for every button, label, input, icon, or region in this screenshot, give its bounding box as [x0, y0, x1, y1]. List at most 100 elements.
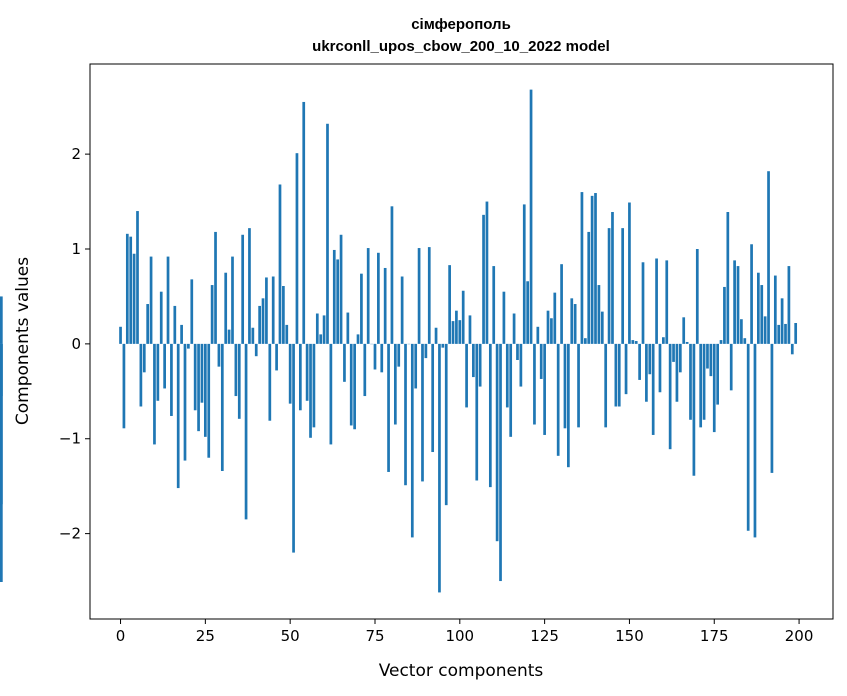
- y-axis-label: Components values: [13, 257, 33, 425]
- bar-100: [458, 320, 462, 344]
- bar-84: [404, 343, 407, 486]
- bar-134: [573, 304, 577, 344]
- bar-110: [492, 266, 496, 344]
- bar-165: [678, 343, 682, 373]
- bar-16: [173, 305, 177, 344]
- x-axis-ticks: 0 25 50 75 100 125 150 175 200: [116, 619, 813, 645]
- bar-3: [129, 236, 133, 344]
- bar-128: [553, 292, 557, 344]
- bar-161: [665, 260, 669, 344]
- bar-171: [699, 343, 703, 428]
- bar-142: [600, 311, 604, 344]
- bar-21: [190, 279, 194, 344]
- bar-34: [234, 343, 238, 397]
- bar-160: [662, 337, 665, 344]
- bar-105: [475, 343, 479, 481]
- bar-113: [502, 291, 506, 344]
- bar-70: [356, 334, 360, 344]
- bar-188: [757, 272, 760, 344]
- bar-162: [668, 343, 672, 450]
- bar-164: [675, 343, 679, 402]
- bar-1: [122, 343, 126, 429]
- bar-179: [726, 212, 730, 344]
- bar-130: [560, 264, 563, 344]
- bar-55: [305, 343, 309, 401]
- bar-150: [628, 202, 631, 344]
- x-tick-label-125: 125: [530, 627, 559, 645]
- bar-193: [773, 275, 777, 344]
- bar-112: [499, 343, 502, 582]
- bar-27: [210, 285, 214, 344]
- bar-0: [119, 326, 122, 344]
- bar-155: [645, 343, 648, 402]
- bar-126: [546, 310, 550, 344]
- plot-frame: [89, 63, 834, 620]
- bar-39: [251, 327, 255, 344]
- bar-38: [248, 228, 251, 344]
- bar-30: [220, 343, 224, 471]
- bar-107: [482, 214, 485, 344]
- bar-149: [624, 343, 628, 395]
- bar-35: [237, 343, 241, 419]
- bar-156: [648, 343, 652, 375]
- x-tick-label-50: 50: [281, 627, 300, 645]
- bar-133: [570, 298, 574, 344]
- bar-181: [733, 260, 736, 344]
- bar-64: [336, 259, 340, 344]
- bar-125: [543, 343, 546, 435]
- bar-189: [760, 285, 764, 344]
- bar-58: [315, 313, 319, 344]
- bar-28: [214, 231, 217, 344]
- x-tick-label-0: 0: [116, 627, 126, 645]
- bar-132: [567, 343, 570, 468]
- bar-22: [193, 343, 197, 411]
- bar-79: [387, 343, 390, 472]
- bar-63: [332, 249, 336, 344]
- bar-53: [298, 343, 302, 411]
- bar-54: [302, 101, 306, 344]
- bar-92: [431, 343, 435, 453]
- bar-148: [621, 228, 625, 344]
- bar-91: [427, 247, 431, 344]
- bar-10: [153, 343, 156, 445]
- bar-187: [753, 343, 757, 538]
- bar-141: [597, 285, 601, 344]
- bar-5: [136, 211, 139, 344]
- y-tick-label-2: 2: [71, 145, 81, 163]
- bar-166: [682, 317, 686, 344]
- bar-145: [611, 212, 614, 344]
- bar-17: [176, 343, 180, 489]
- bar-180: [729, 343, 733, 391]
- bar-199: [794, 323, 798, 344]
- bar-177: [719, 340, 723, 344]
- bar-86: [410, 343, 414, 538]
- bar-124: [539, 343, 543, 379]
- y-tick-label--2: −2: [59, 525, 81, 543]
- bar-190: [763, 316, 767, 344]
- bar-62: [329, 343, 333, 445]
- bar-18: [180, 324, 183, 344]
- bar-40: [254, 343, 258, 357]
- bar-169: [692, 343, 696, 476]
- bar-20: [187, 343, 190, 349]
- bar-176: [716, 343, 719, 405]
- bar-154: [641, 262, 645, 344]
- bar-12: [159, 291, 163, 344]
- bar-94: [438, 343, 441, 593]
- bar-56: [309, 343, 312, 438]
- bar-14: [166, 256, 170, 344]
- bar-43: [265, 277, 268, 344]
- bar-25: [203, 343, 207, 437]
- bar-104: [472, 343, 475, 378]
- bar-57: [312, 343, 316, 428]
- bar-68: [349, 343, 353, 426]
- bar-24: [200, 343, 204, 403]
- bar-183: [740, 319, 743, 344]
- bar-47: [278, 184, 282, 344]
- bar-152: [634, 341, 638, 344]
- bar-88: [417, 248, 421, 344]
- bar-163: [672, 343, 675, 362]
- bar-80: [390, 206, 394, 344]
- bar-153: [638, 343, 641, 380]
- bar-6: [139, 343, 143, 407]
